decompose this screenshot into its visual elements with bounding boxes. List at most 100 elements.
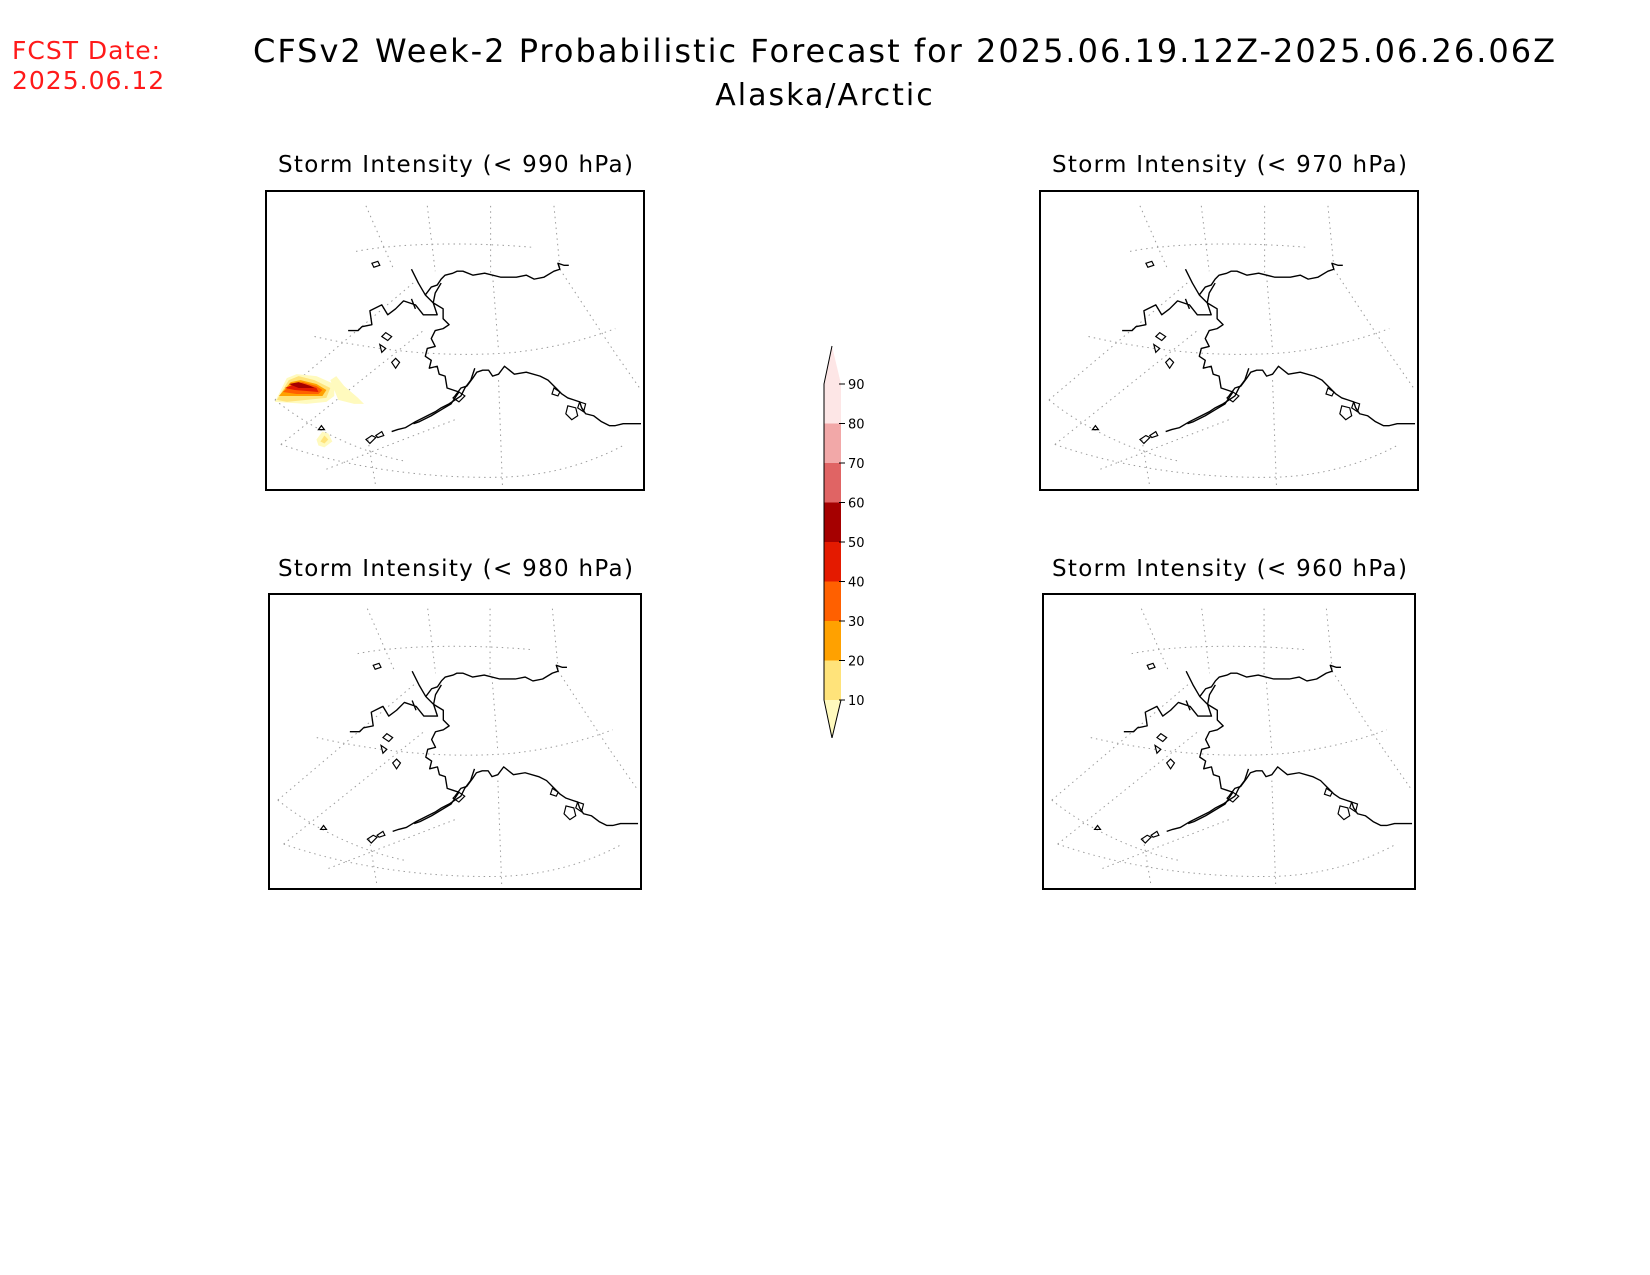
island	[380, 331, 393, 342]
island	[1150, 830, 1160, 838]
graticule-line	[1100, 419, 1230, 470]
storm-probability-10	[330, 376, 364, 404]
graticule-line	[1051, 682, 1191, 801]
island	[317, 424, 326, 431]
graticule-line	[326, 419, 456, 470]
graticule-line	[283, 843, 621, 877]
colorbar-segment	[824, 621, 841, 661]
graticule-line	[1265, 677, 1273, 752]
graticule-line	[427, 608, 437, 674]
map-panel-990	[265, 190, 645, 491]
alaska-map	[274, 205, 642, 488]
graticule-line	[1054, 330, 1198, 445]
graticule-line	[1201, 608, 1211, 674]
colorbar-tick-label: 90	[848, 378, 865, 393]
island	[576, 401, 587, 413]
graticule-line	[1333, 268, 1388, 351]
island	[365, 434, 377, 445]
graticule-line	[1142, 839, 1152, 887]
island	[551, 387, 561, 397]
graticule-line	[357, 645, 533, 655]
graticule-line	[1048, 280, 1190, 401]
island	[1091, 424, 1100, 431]
panel-title-990: Storm Intensity (< 990 hPa)	[278, 152, 635, 178]
graticule-line	[1088, 328, 1390, 355]
colorbar-segment	[824, 542, 841, 582]
island	[1156, 732, 1168, 743]
island	[1323, 787, 1333, 797]
island	[371, 260, 381, 268]
graticule-line	[1325, 608, 1333, 670]
island	[1226, 791, 1240, 803]
island	[382, 732, 394, 743]
island	[380, 744, 388, 755]
graticule-line	[277, 799, 407, 862]
coastline-peninsula	[392, 768, 476, 833]
graticule-line	[1054, 443, 1398, 478]
island	[452, 791, 466, 803]
island	[1165, 758, 1176, 770]
panel-title-970: Storm Intensity (< 970 hPa)	[1052, 152, 1409, 178]
graticule-line	[283, 731, 425, 845]
island	[1154, 331, 1167, 342]
alaska-map	[1048, 205, 1416, 488]
graticule-line	[368, 839, 378, 887]
forecast-date-value: 2025.06.12	[12, 66, 166, 95]
colorbar-segment	[824, 660, 841, 700]
colorbar-tick-label: 70	[848, 457, 865, 472]
island	[374, 430, 385, 439]
coastline-peninsula	[1165, 368, 1250, 433]
island	[1337, 805, 1351, 821]
island	[563, 805, 577, 821]
graticule-line	[274, 399, 406, 462]
graticule-line	[497, 780, 503, 887]
island	[1148, 430, 1159, 439]
coastline	[1123, 664, 1413, 827]
graticule-line	[492, 275, 500, 351]
coastline-peninsula	[391, 368, 476, 433]
colorbar-svg: 10 20 30 40 50 60 70 80 90	[823, 345, 865, 739]
graticule-line	[612, 350, 642, 391]
coastline-peninsula	[1166, 768, 1250, 833]
graticule-line	[1327, 205, 1335, 268]
graticule-line	[1266, 275, 1274, 351]
colorbar-triangle-high	[824, 346, 841, 384]
graticule-line	[1140, 608, 1170, 672]
colorbar-triangle-low	[824, 700, 841, 738]
graticule-line	[1200, 205, 1210, 272]
graticule-line	[551, 608, 559, 670]
probability-colorbar: 10 20 30 40 50 60 70 80 90	[820, 336, 880, 739]
graticule-line	[498, 380, 503, 488]
map-panel-970	[1039, 190, 1419, 491]
graticule-line	[1102, 819, 1230, 869]
graticule-line	[365, 205, 395, 270]
graticule-line	[557, 670, 612, 752]
graticule-line	[328, 819, 456, 869]
forecast-date-block: FCST Date: 2025.06.12	[12, 36, 165, 96]
graticule-line	[426, 205, 436, 272]
island	[1349, 801, 1359, 813]
main-title: CFSv2 Week-2 Probabilistic Forecast for …	[252, 32, 1558, 70]
graticule-line	[314, 328, 616, 355]
colorbar-segment	[824, 423, 841, 463]
graticule-line	[1051, 799, 1181, 862]
storm-probability-60	[288, 382, 315, 389]
graticule-line	[355, 243, 535, 252]
graticule-line	[491, 677, 499, 752]
coastline	[349, 664, 639, 827]
graticule-line	[274, 280, 416, 401]
colorbar-segment	[824, 463, 841, 503]
colorbar-tick-label: 80	[848, 418, 865, 433]
colorbar-tick-label: 40	[848, 576, 865, 591]
island	[1154, 744, 1162, 755]
colorbar-tick-label: 30	[848, 615, 865, 630]
island	[1339, 405, 1353, 421]
island	[319, 824, 328, 830]
island	[391, 758, 402, 770]
map-panel-980	[268, 593, 642, 890]
island	[372, 662, 382, 670]
graticule-line	[1090, 729, 1387, 756]
colorbar-outline	[823, 345, 833, 739]
island	[452, 391, 466, 403]
graticule-line	[366, 608, 396, 672]
